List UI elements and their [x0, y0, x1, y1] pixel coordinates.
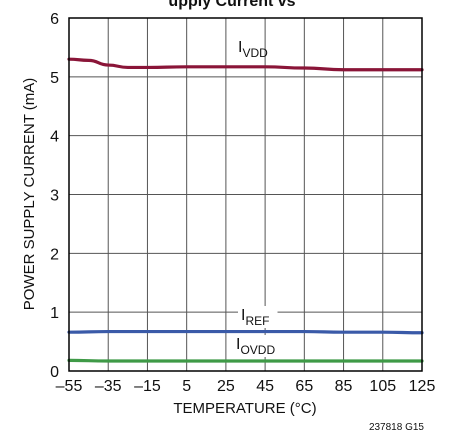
x-tick-label: –35 — [95, 378, 122, 395]
figure-id: 237818 G15 — [369, 422, 424, 433]
x-tick-label: –55 — [56, 378, 83, 395]
x-tick-label: 5 — [182, 378, 191, 395]
x-tick-label: 125 — [409, 378, 436, 395]
series-line-iref — [67, 329, 424, 335]
series-label-iovdd: IOVDD — [236, 336, 275, 357]
chart-title-fragment: upply Current vs — [168, 0, 295, 10]
series-label-bg — [238, 306, 278, 328]
series-label-bg — [233, 335, 281, 357]
x-tick-label: 45 — [256, 378, 274, 395]
series-labels: IVDD IREF IOVDD — [233, 39, 281, 357]
series-layer — [67, 57, 424, 363]
series-line-ivdd — [67, 57, 424, 72]
series-label-iref: IREF — [241, 307, 269, 328]
x-tick-label: 85 — [335, 378, 353, 395]
x-tick-labels: –55 –35 –15 5 25 45 65 85 105 125 — [56, 378, 436, 395]
plot-frame — [68, 17, 423, 372]
series-line-iovdd — [67, 358, 424, 363]
x-tick-label: 65 — [295, 378, 313, 395]
x-axis-title: TEMPERATURE (°C) — [173, 400, 316, 417]
series-label-ivdd: IVDD — [238, 39, 268, 60]
y-tick-label: 4 — [50, 129, 59, 146]
x-tick-label: 25 — [217, 378, 235, 395]
y-tick-label: 0 — [50, 364, 59, 381]
y-tick-label: 3 — [50, 188, 59, 205]
y-tick-label: 2 — [50, 246, 59, 263]
y-tick-label: 1 — [50, 305, 59, 322]
x-tick-label: 105 — [369, 378, 396, 395]
y-tick-label: 6 — [50, 11, 59, 28]
y-tick-label: 5 — [50, 70, 59, 87]
x-tick-label: –15 — [134, 378, 161, 395]
y-axis-title: POWER SUPPLY CURRENT (mA) — [21, 78, 38, 311]
y-tick-labels: 0 1 2 3 4 5 6 — [50, 11, 59, 381]
